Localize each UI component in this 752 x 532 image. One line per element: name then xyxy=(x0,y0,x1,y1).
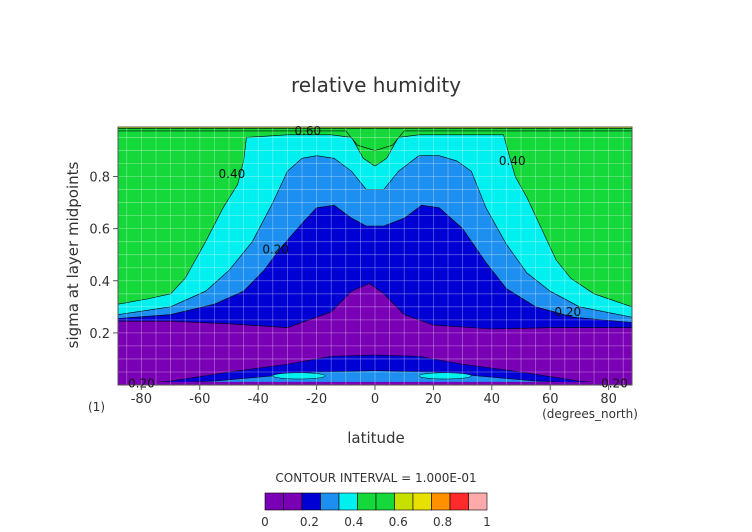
colorbar: 0 0.2 0.4 0.6 0.8 1 xyxy=(261,492,491,529)
colorbar-tick-label: 0.8 xyxy=(433,515,452,529)
contour-label: 0.40 xyxy=(219,167,246,181)
x-tick-label: -80 xyxy=(131,392,152,407)
x-tick-label: 20 xyxy=(425,392,442,407)
contour-label: 0.40 xyxy=(499,154,526,168)
x-tick-label: -60 xyxy=(189,392,210,407)
x-axis-label: latitude xyxy=(347,429,405,447)
x-units-label: (degrees_north) xyxy=(542,407,638,421)
surface-strip xyxy=(118,381,632,385)
y-tick-label: 0.8 xyxy=(89,171,110,186)
plot-area: 0.600.400.400.200.200.20 0.20-80 -60 -40 -20… xyxy=(89,124,633,407)
colorbar-swatch xyxy=(468,492,488,511)
contour-island-1 xyxy=(418,372,472,380)
colorbar-swatch xyxy=(375,492,395,511)
y-axis-label: sigma at layer midpoints xyxy=(64,161,82,348)
contour-label: 0.20 xyxy=(554,305,581,319)
colorbar-swatch xyxy=(412,492,432,511)
colorbar-tick-label: 1 xyxy=(483,515,491,529)
colorbar-swatch xyxy=(301,492,321,511)
contour-label: 0.20 xyxy=(128,377,155,391)
x-tick-label: 60 xyxy=(542,392,559,407)
contour-band-0.1 xyxy=(118,283,632,385)
x-tick-label: 40 xyxy=(484,392,501,407)
contour-top-band-0.5 xyxy=(118,127,632,151)
chart-title: relative humidity xyxy=(291,73,461,97)
frame-label: (1) xyxy=(88,400,105,414)
contour-label: 0.60 xyxy=(294,124,321,138)
contour-label: 0.20 xyxy=(262,242,289,256)
contour-bottom-band-0.2 xyxy=(118,354,632,385)
colorbar-tick-label: 0.2 xyxy=(300,515,319,529)
colorbar-swatch xyxy=(394,492,414,511)
y-tick-label: 0.2 xyxy=(89,327,110,342)
y-tick-label: 0.6 xyxy=(89,223,110,238)
grid-lines xyxy=(118,127,632,385)
contour-interval-text: CONTOUR INTERVAL = 1.000E-01 xyxy=(275,471,476,485)
colorbar-swatch xyxy=(283,492,303,511)
colorbar-swatch xyxy=(431,492,451,511)
colorbar-tick-label: 0 xyxy=(261,515,269,529)
colorbar-swatch xyxy=(320,492,340,511)
colorbar-tick-label: 0.4 xyxy=(344,515,363,529)
contour-fills xyxy=(118,127,632,385)
colorbar-swatch xyxy=(357,492,377,511)
colorbar-tick-label: 0.6 xyxy=(389,515,408,529)
y-tick-label: 0.4 xyxy=(89,275,110,290)
x-tick-label: -20 xyxy=(306,392,327,407)
contour-island-0 xyxy=(272,372,326,380)
x-tick-label: 0 xyxy=(371,392,379,407)
contour-label: 0.20 xyxy=(601,377,628,391)
colorbar-swatch xyxy=(264,492,284,511)
colorbar-swatch xyxy=(449,492,469,511)
x-tick-label: -40 xyxy=(248,392,269,407)
colorbar-swatch xyxy=(338,492,358,511)
x-tick-label: 80 xyxy=(600,392,617,407)
